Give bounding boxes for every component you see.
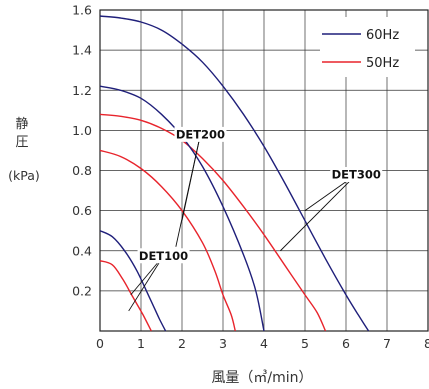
y-tick-label: 1.2 [72, 83, 92, 98]
x-tick-label: 6 [342, 336, 350, 351]
y-tick-label: 0.2 [72, 283, 92, 298]
annotation-leader-line [280, 174, 357, 252]
legend: 60Hz 50Hz [320, 17, 415, 77]
y-tick-label: 0.4 [72, 243, 92, 258]
series-line-det200-50hz [99, 149, 236, 332]
y-tick-label: 1.4 [72, 43, 92, 58]
tick-labels: 0 1 2 3 4 5 6 7 8 0.2 0.4 0.6 0.8 1.0 1.2 1.4 1.6 [72, 3, 429, 352]
y-axis-unit: (kPa) [8, 168, 40, 183]
y-axis-title-char-1: 静 [15, 117, 28, 132]
y-tick-label: 0.8 [72, 163, 92, 178]
series [99, 15, 370, 332]
legend-box [320, 17, 415, 77]
series-line-det300-50hz [99, 113, 327, 332]
series-line-det300-60hz [99, 15, 370, 332]
legend-label-60hz: 60Hz [366, 28, 399, 43]
annotation-label-det100: DET100 [139, 249, 188, 263]
x-tick-label: 1 [137, 336, 145, 351]
x-tick-label: 0 [96, 336, 104, 351]
annotation-label-bg [137, 248, 190, 264]
series-line-det100-60hz [99, 230, 167, 332]
x-tick-label: 5 [301, 336, 309, 351]
annotation-label-bg [330, 167, 383, 183]
x-axis-title: 風量（㎥/min） [211, 370, 312, 386]
annotation-leader-line [175, 134, 201, 247]
y-axis-title-char-2: 圧 [15, 135, 28, 150]
legend-label-50hz: 50Hz [366, 56, 399, 71]
series-line-det100-50hz [99, 260, 152, 332]
x-tick-label: 7 [383, 336, 391, 351]
y-tick-label: 0.6 [72, 203, 92, 218]
annotation-leader-line [128, 255, 164, 312]
series-line-det200-60hz [99, 85, 265, 332]
y-tick-label: 1.0 [72, 123, 92, 138]
x-tick-label: 3 [219, 336, 227, 351]
annotation-label-det300: DET300 [332, 168, 381, 182]
x-tick-label: 8 [424, 336, 429, 351]
x-tick-label: 4 [260, 336, 268, 351]
y-tick-label: 1.6 [72, 3, 92, 18]
annotation-label-det200: DET200 [176, 127, 225, 141]
x-tick-label: 2 [178, 336, 186, 351]
annotation-label-bg [174, 126, 227, 142]
annotations: DET300 DET200 DET100 [128, 126, 383, 312]
